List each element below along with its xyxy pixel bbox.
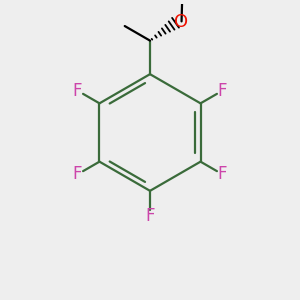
Text: F: F [145,207,155,225]
Text: F: F [73,82,82,100]
Text: O: O [175,13,189,31]
Text: F: F [218,82,227,100]
Text: F: F [218,165,227,183]
Text: F: F [73,165,82,183]
